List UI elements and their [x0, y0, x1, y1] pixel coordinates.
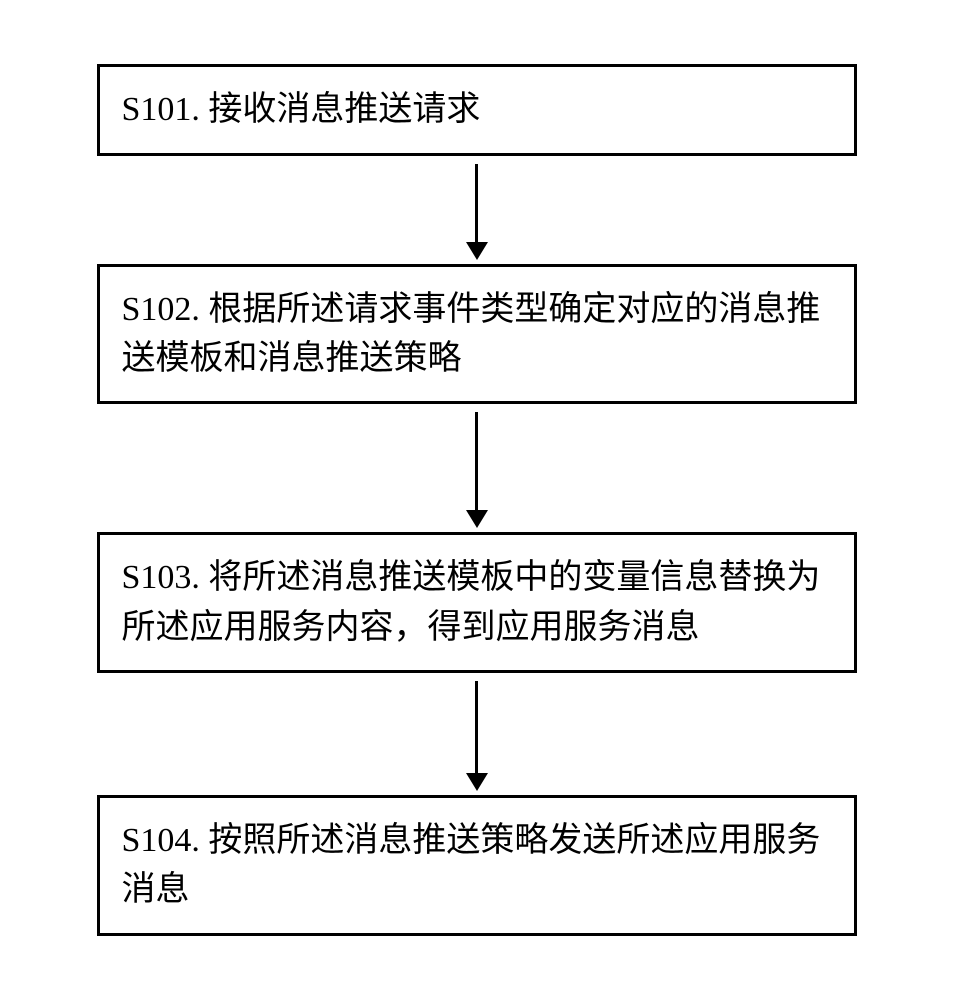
arrow-line [475, 412, 478, 510]
step-text: S103. 将所述消息推送模板中的变量信息替换为所述应用服务内容，得到应用服务消… [122, 559, 821, 645]
step-text: S102. 根据所述请求事件类型确定对应的消息推送模板和消息推送策略 [122, 291, 821, 377]
step-text: S104. 按照所述消息推送策略发送所述应用服务消息 [122, 822, 821, 908]
arrow-head-icon [466, 773, 488, 791]
arrow-line [475, 681, 478, 773]
step-s103: S103. 将所述消息推送模板中的变量信息替换为所述应用服务内容，得到应用服务消… [97, 532, 857, 673]
arrow-3 [466, 681, 488, 791]
step-text: S101. 接收消息推送请求 [122, 91, 481, 128]
step-s102: S102. 根据所述请求事件类型确定对应的消息推送模板和消息推送策略 [97, 264, 857, 405]
step-s101: S101. 接收消息推送请求 [97, 64, 857, 155]
arrow-2 [466, 412, 488, 528]
arrow-line [475, 164, 478, 242]
step-s104: S104. 按照所述消息推送策略发送所述应用服务消息 [97, 795, 857, 936]
flowchart-container: S101. 接收消息推送请求 S102. 根据所述请求事件类型确定对应的消息推送… [57, 34, 897, 965]
arrow-head-icon [466, 510, 488, 528]
arrow-1 [466, 164, 488, 260]
arrow-head-icon [466, 242, 488, 260]
